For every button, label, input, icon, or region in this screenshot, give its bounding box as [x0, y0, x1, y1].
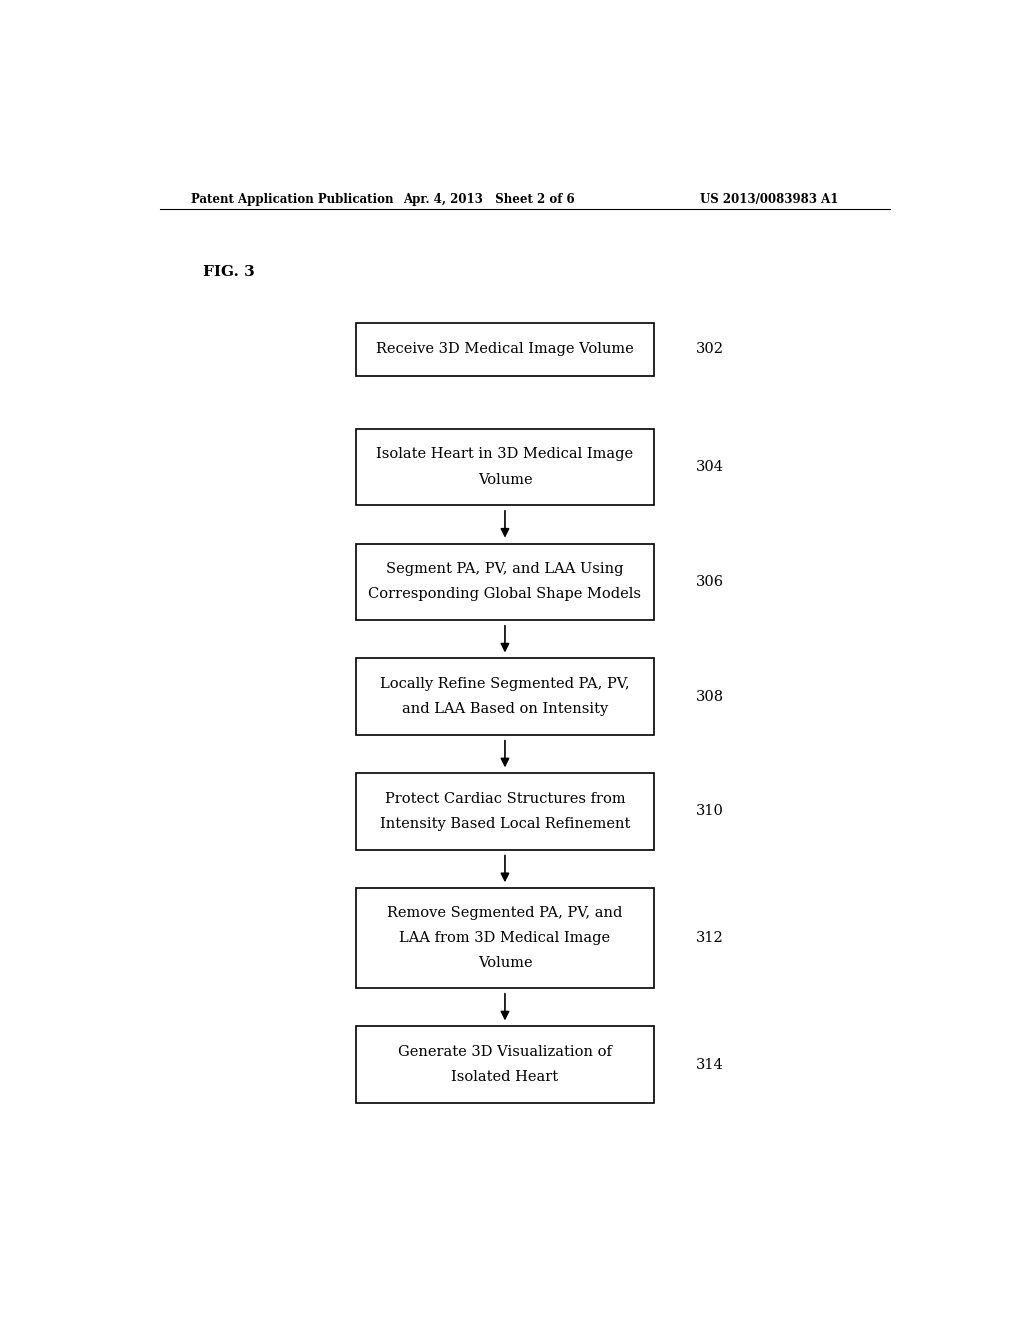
- Text: 306: 306: [695, 574, 724, 589]
- FancyBboxPatch shape: [356, 1027, 653, 1102]
- Text: FIG. 3: FIG. 3: [204, 265, 255, 279]
- FancyBboxPatch shape: [356, 544, 653, 620]
- Text: Isolated Heart: Isolated Heart: [452, 1071, 558, 1084]
- Text: Corresponding Global Shape Models: Corresponding Global Shape Models: [369, 587, 641, 602]
- Text: Volume: Volume: [477, 956, 532, 970]
- Text: Patent Application Publication: Patent Application Publication: [191, 193, 394, 206]
- Text: Isolate Heart in 3D Medical Image: Isolate Heart in 3D Medical Image: [377, 447, 634, 461]
- Text: LAA from 3D Medical Image: LAA from 3D Medical Image: [399, 931, 610, 945]
- Text: Generate 3D Visualization of: Generate 3D Visualization of: [398, 1045, 612, 1059]
- Text: and LAA Based on Intensity: and LAA Based on Intensity: [401, 702, 608, 717]
- FancyBboxPatch shape: [356, 774, 653, 850]
- Text: 302: 302: [695, 342, 723, 356]
- Text: Receive 3D Medical Image Volume: Receive 3D Medical Image Volume: [376, 342, 634, 356]
- Text: 312: 312: [695, 931, 723, 945]
- Text: Intensity Based Local Refinement: Intensity Based Local Refinement: [380, 817, 630, 832]
- Text: 304: 304: [695, 459, 723, 474]
- FancyBboxPatch shape: [356, 659, 653, 735]
- FancyBboxPatch shape: [356, 429, 653, 506]
- Text: Locally Refine Segmented PA, PV,: Locally Refine Segmented PA, PV,: [380, 677, 630, 690]
- Text: Apr. 4, 2013   Sheet 2 of 6: Apr. 4, 2013 Sheet 2 of 6: [403, 193, 574, 206]
- Text: US 2013/0083983 A1: US 2013/0083983 A1: [699, 193, 839, 206]
- Text: 308: 308: [695, 689, 724, 704]
- FancyBboxPatch shape: [356, 323, 653, 376]
- Text: Volume: Volume: [477, 473, 532, 487]
- Text: Protect Cardiac Structures from: Protect Cardiac Structures from: [385, 792, 626, 805]
- FancyBboxPatch shape: [356, 888, 653, 987]
- Text: 314: 314: [695, 1057, 723, 1072]
- Text: Segment PA, PV, and LAA Using: Segment PA, PV, and LAA Using: [386, 562, 624, 576]
- Text: Remove Segmented PA, PV, and: Remove Segmented PA, PV, and: [387, 906, 623, 920]
- Text: 310: 310: [695, 804, 723, 818]
